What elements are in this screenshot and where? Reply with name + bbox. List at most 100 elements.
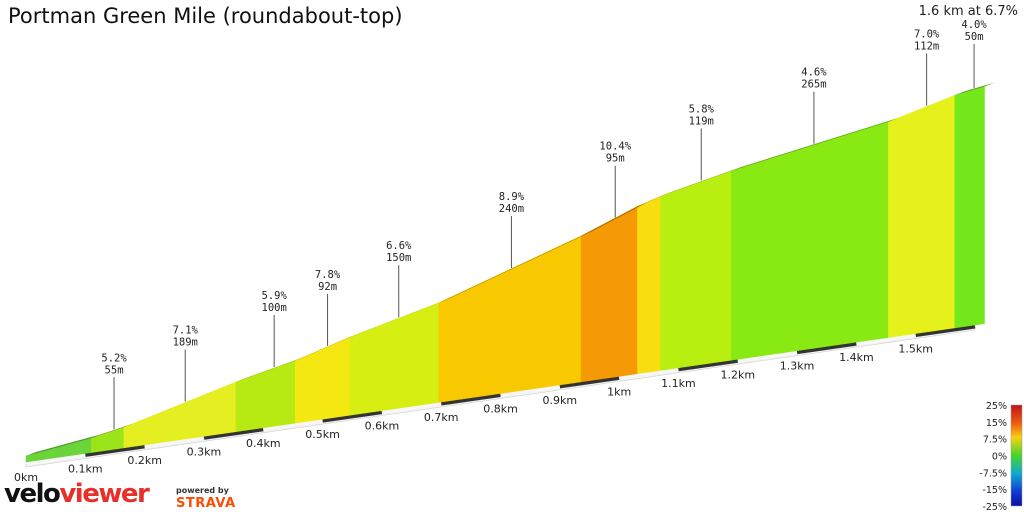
gradient-segments: [25, 86, 985, 463]
segment-top-shade: [235, 356, 306, 382]
distance-bar: [85, 444, 145, 457]
gradient-segment: [438, 235, 582, 403]
distance-tick-label: 0.8km: [483, 403, 518, 416]
veloviewer-logo[interactable]: veloviewer: [4, 479, 150, 509]
distance-bar: [559, 375, 620, 389]
segment-top-shade: [295, 333, 360, 361]
legend-label: 7.5%: [983, 435, 1007, 446]
segment-top-shade: [581, 202, 648, 236]
powered-by-text: powered by: [176, 486, 229, 495]
chart-title: Portman Green Mile (roundabout-top): [8, 4, 403, 28]
climb-summary: 1.6 km at 6.7%: [918, 4, 1018, 19]
segment-top-edge: [731, 117, 899, 172]
gradient-segment: [730, 121, 889, 361]
segment-top-edge: [295, 333, 360, 361]
distance-tick-label: 0.4km: [246, 437, 281, 450]
distance-tick-label: 0.2km: [127, 454, 162, 467]
distance-tick-labels: 0km 0.1km 0.2km 0.3km 0.4km 0.5km 0.6km 0.7km 0.…: [14, 343, 933, 484]
distance-tick-label: 1.3km: [780, 360, 815, 373]
distance-bar: [322, 410, 383, 423]
distance-tick-label: 1.2km: [720, 368, 755, 381]
annotation-grade-label: 6.6%: [386, 240, 412, 252]
distance-tick-label: 1.5km: [898, 343, 933, 356]
annotation-length-label: 50m: [965, 31, 984, 43]
distance-bar: [737, 350, 798, 363]
segment-top-shade: [888, 91, 965, 122]
annotation-length-label: 95m: [606, 153, 625, 165]
segment-top-shade: [91, 423, 134, 439]
segment-top-shade: [731, 117, 899, 172]
annotation-length-label: 240m: [499, 203, 524, 215]
segment-top-edge: [438, 231, 592, 303]
annotation-grade-label: 8.9%: [499, 191, 525, 203]
legend-label: 0%: [992, 452, 1007, 463]
distance-bar: [381, 401, 442, 415]
annotation-length-label: 189m: [173, 337, 198, 349]
distance-bar: [500, 384, 561, 397]
distance-axis-base: [25, 324, 976, 468]
segment-top-shade: [637, 192, 671, 207]
legend-label: 25%: [986, 401, 1007, 412]
annotation-grade-label: 4.6%: [801, 67, 827, 79]
distance-bar: [856, 333, 916, 346]
profile-top-edge: [26, 82, 995, 456]
distance-tick-label: 0.6km: [365, 420, 400, 433]
gradient-segment: [580, 205, 638, 383]
annotation-length-label: 265m: [801, 79, 826, 91]
distance-tick-label: 0.3km: [187, 445, 222, 458]
distance-bar: [262, 418, 323, 432]
distance-bar: [203, 427, 264, 440]
annotation-length-label: 55m: [105, 364, 124, 376]
distance-tick-label: 1.1km: [661, 377, 696, 390]
annotation-grade-label: 7.8%: [315, 269, 341, 281]
distance-tick-label: 1.4km: [839, 351, 874, 364]
legend-label: 15%: [986, 418, 1007, 429]
segment-annotations: 5.2%55m 7.1%189m 5.9%100m 7.8%92m 6.6%150m 8.…: [101, 19, 987, 430]
gradient-legend: 25% 15% 7.5% 0% -7.5% -15% -25%: [979, 401, 1023, 512]
annotation-length-label: 112m: [914, 41, 939, 53]
annotation-grade-label: 5.9%: [262, 290, 288, 302]
distance-bar: [440, 393, 501, 406]
gradient-segment: [349, 302, 440, 416]
gradient-segment: [637, 195, 661, 375]
segment-top-edge: [123, 377, 246, 428]
distance-tick-label: 0.5km: [305, 428, 340, 441]
distance-bar: [25, 452, 86, 466]
annotation-grade-label: 5.8%: [689, 104, 715, 116]
distance-bar: [144, 435, 205, 449]
logo-viewer-text: viewer: [59, 479, 149, 509]
gradient-segment: [888, 94, 956, 338]
annotation-grade-label: 5.2%: [101, 352, 127, 364]
segment-top-shade: [123, 377, 246, 428]
annotation-length-label: 150m: [386, 252, 411, 264]
annotation-length-label: 100m: [262, 302, 287, 314]
annotation-grade-label: 7.0%: [914, 29, 940, 41]
segment-top-shade: [349, 298, 449, 338]
logo-velo-text: velo: [4, 479, 61, 509]
distance-tick-label: 0.7km: [424, 411, 459, 424]
segment-top-edge: [637, 192, 671, 207]
distance-tick-label: 0km: [14, 471, 38, 484]
annotation-grade-label: 10.4%: [599, 141, 631, 153]
legend-label: -7.5%: [979, 468, 1007, 479]
strava-logo[interactable]: STRAVA: [176, 496, 236, 511]
annotation-length-label: 92m: [318, 281, 337, 293]
distance-bar: [678, 358, 739, 372]
segment-top-shade: [438, 231, 592, 303]
annotation-grade-label: 7.1%: [173, 325, 199, 337]
legend-label: -25%: [982, 502, 1007, 512]
segment-top-edge: [235, 356, 306, 382]
distance-bar: [915, 324, 976, 338]
gradient-segment: [660, 170, 732, 371]
segment-top-shade: [954, 82, 995, 96]
legend-color-bar: [1010, 404, 1023, 507]
gradient-segment: [90, 426, 125, 453]
segment-top-edge: [349, 298, 449, 338]
segment-top-edge: [581, 202, 648, 236]
distance-bar: [796, 341, 857, 355]
segment-top-edge: [660, 167, 742, 197]
segment-top-edge: [26, 434, 102, 456]
gradient-segment: [295, 336, 351, 424]
gradient-segment: [954, 86, 985, 329]
